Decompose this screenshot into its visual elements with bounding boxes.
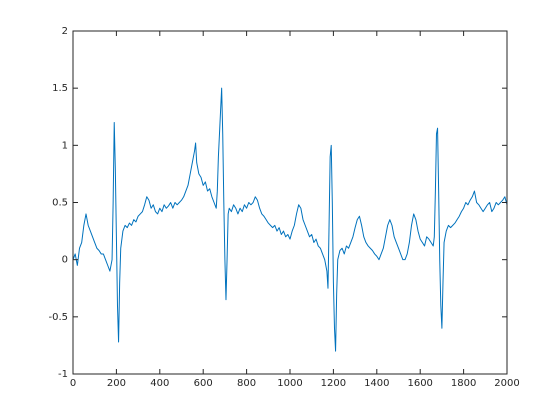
x-tick-label: 2000: [494, 378, 519, 389]
y-tick-label: -0.5: [48, 312, 68, 323]
x-tick-label: 600: [194, 378, 213, 389]
x-tick-label: 1000: [277, 378, 302, 389]
data-line: [72, 87, 508, 352]
x-tick-label: 200: [107, 378, 126, 389]
x-tick-label: 1800: [451, 378, 476, 389]
y-tick-label: 0: [62, 255, 68, 266]
y-tick-label: 1: [62, 140, 68, 151]
y-tick-label: 1.5: [52, 83, 68, 94]
y-tick-label: -1: [58, 369, 68, 380]
y-tick-label: 0.5: [52, 198, 68, 209]
x-tick-label: 1200: [321, 378, 346, 389]
x-tick-label: 400: [150, 378, 169, 389]
x-tick-label: 0: [70, 378, 76, 389]
y-tick-label: 2: [62, 26, 68, 37]
x-tick-label: 1400: [364, 378, 389, 389]
x-tick-label: 1600: [407, 378, 432, 389]
x-tick-label: 800: [237, 378, 256, 389]
